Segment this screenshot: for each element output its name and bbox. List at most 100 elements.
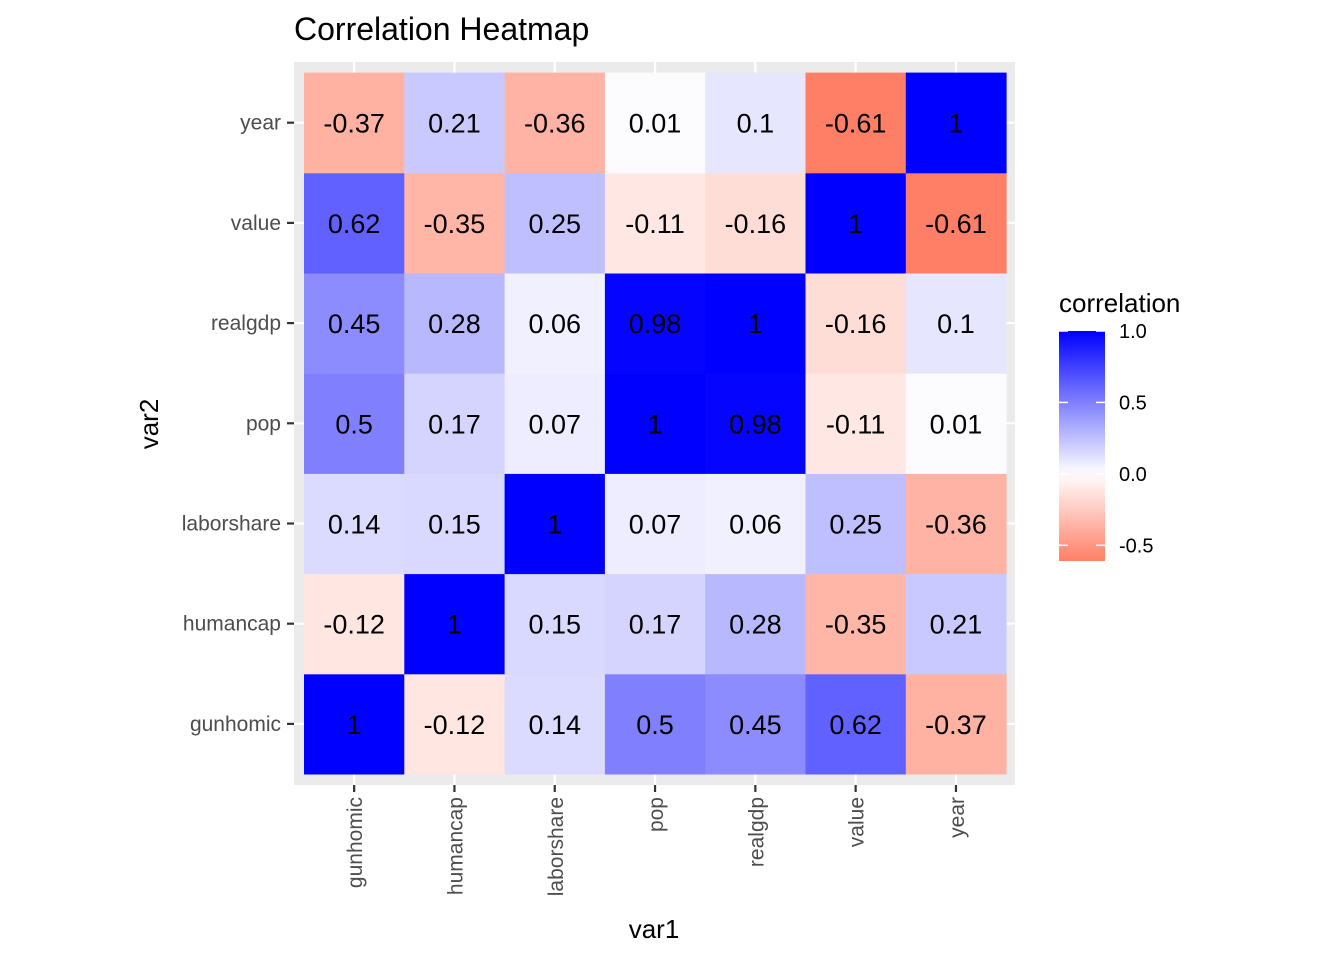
heatmap-cell-gunhomic-value bbox=[805, 673, 907, 775]
cell-value-label: -0.35 bbox=[825, 610, 887, 640]
heatmap-cell-gunhomic-humancap bbox=[404, 673, 506, 775]
cell-value-label: 0.15 bbox=[528, 610, 581, 640]
cell-value-label: 0.1 bbox=[737, 109, 775, 139]
heatmap-cell-year-gunhomic bbox=[304, 72, 405, 174]
cell-value-label: -0.61 bbox=[925, 209, 987, 239]
legend-tick-label: 0.5 bbox=[1119, 392, 1147, 414]
heatmap-cell-value-gunhomic bbox=[304, 172, 405, 274]
cell-value-label: -0.12 bbox=[323, 610, 385, 640]
heatmap-cell-realgdp-year bbox=[905, 273, 1007, 374]
heatmap-cell-value-laborshare bbox=[504, 172, 606, 274]
cell-value-label: 0.45 bbox=[729, 710, 782, 740]
heatmap-cell-value-year bbox=[905, 172, 1007, 274]
cell-value-label: 0.06 bbox=[729, 510, 782, 540]
heatmap-cell-gunhomic-laborshare bbox=[504, 673, 606, 775]
cell-value-label: 0.25 bbox=[829, 510, 882, 540]
heatmap-cell-laborshare-value bbox=[805, 473, 907, 575]
heatmap-cell-realgdp-value bbox=[805, 273, 907, 374]
cell-value-label: -0.36 bbox=[925, 510, 987, 540]
cell-value-label: 0.14 bbox=[328, 510, 381, 540]
cell-value-label: -0.11 bbox=[826, 409, 886, 439]
heatmap-cell-year-pop bbox=[604, 72, 706, 174]
x-tick-label: year bbox=[946, 797, 969, 838]
heatmap-cell-realgdp-gunhomic bbox=[304, 273, 405, 374]
cell-value-label: 1 bbox=[748, 309, 763, 339]
y-axis-title: var2 bbox=[134, 399, 164, 450]
x-axis-title: var1 bbox=[629, 914, 680, 944]
heatmap-cell-year-laborshare bbox=[504, 72, 606, 174]
x-axis: gunhomic humancap laborshare pop realgdp valu… bbox=[344, 785, 969, 896]
cell-value-label: 0.21 bbox=[428, 109, 481, 139]
heatmap-cell-realgdp-humancap bbox=[404, 273, 506, 374]
cell-value-label: 0.45 bbox=[328, 309, 381, 339]
cell-value-label: 0.07 bbox=[629, 510, 682, 540]
y-axis: gunhomic humancap laborshare pop realgdp valu… bbox=[182, 112, 294, 736]
y-tick-label: humancap bbox=[183, 613, 281, 636]
x-tick-label: laborshare bbox=[545, 797, 568, 896]
cell-value-label: 0.25 bbox=[528, 209, 581, 239]
y-tick-label: gunhomic bbox=[190, 713, 281, 736]
cell-value-label: 1 bbox=[948, 109, 963, 139]
heatmap-cell-humancap-humancap bbox=[404, 573, 506, 675]
legend-title: correlation bbox=[1059, 288, 1180, 318]
x-tick-label: pop bbox=[645, 797, 668, 832]
heatmap-cell-realgdp-realgdp bbox=[705, 273, 806, 374]
legend-tick-label: -0.5 bbox=[1119, 535, 1153, 557]
legend-tick-label: 0.0 bbox=[1119, 464, 1147, 486]
x-tick-label: gunhomic bbox=[344, 797, 367, 888]
y-tick-label: pop bbox=[246, 412, 281, 435]
cell-value-label: -0.35 bbox=[424, 209, 486, 239]
cell-value-label: 0.15 bbox=[428, 510, 481, 540]
heatmap-cell-value-humancap bbox=[404, 172, 506, 274]
cell-value-label: -0.37 bbox=[925, 710, 987, 740]
legend: correlation 1.0 0.5 0.0 -0.5 bbox=[1059, 288, 1180, 561]
cell-value-label: -0.12 bbox=[424, 710, 486, 740]
chart-title: Correlation Heatmap bbox=[294, 11, 589, 47]
heatmap-cell-pop-year bbox=[905, 373, 1007, 474]
heatmap-cell-gunhomic-year bbox=[905, 673, 1007, 775]
cell-value-label: 0.17 bbox=[428, 409, 481, 439]
heatmap-cell-laborshare-laborshare bbox=[504, 473, 606, 575]
heatmap-cell-gunhomic-pop bbox=[604, 673, 706, 775]
heatmap-cell-laborshare-humancap bbox=[404, 473, 506, 575]
legend-ticks: 1.0 0.5 0.0 -0.5 bbox=[1059, 321, 1153, 557]
heatmap-cell-realgdp-pop bbox=[604, 273, 706, 374]
cell-value-label: 0.5 bbox=[636, 710, 674, 740]
heatmap-cell-pop-value bbox=[805, 373, 907, 474]
cell-value-label: 0.14 bbox=[528, 710, 581, 740]
cell-value-label: -0.16 bbox=[825, 309, 887, 339]
cell-value-label: -0.61 bbox=[825, 109, 887, 139]
cell-value-label: 0.98 bbox=[729, 409, 782, 439]
heatmap-cell-year-year bbox=[905, 72, 1007, 174]
heatmap-cell-realgdp-laborshare bbox=[504, 273, 606, 374]
heatmap-cell-humancap-laborshare bbox=[504, 573, 606, 675]
heatmap-cell-year-value bbox=[805, 72, 907, 174]
x-tick-label: value bbox=[846, 797, 869, 847]
heatmap-cell-laborshare-year bbox=[905, 473, 1007, 575]
cell-value-label: 0.21 bbox=[930, 610, 983, 640]
cell-value-label: 0.62 bbox=[829, 710, 882, 740]
heatmap-cell-value-realgdp bbox=[705, 172, 806, 274]
cell-value-label: -0.16 bbox=[725, 209, 787, 239]
cell-value-label: 1 bbox=[347, 710, 362, 740]
x-tick-label: humancap bbox=[444, 797, 467, 895]
cell-value-label: 0.01 bbox=[930, 409, 983, 439]
cell-value-label: -0.36 bbox=[524, 109, 586, 139]
heatmap-cell-pop-pop bbox=[604, 373, 706, 474]
heatmap-cell-humancap-realgdp bbox=[705, 573, 806, 675]
heatmap-cell-value-value bbox=[805, 172, 907, 274]
cell-value-label: 0.06 bbox=[528, 309, 581, 339]
y-tick-label: year bbox=[240, 112, 281, 135]
heatmap-cell-year-humancap bbox=[404, 72, 506, 174]
cell-value-label: 0.28 bbox=[729, 610, 782, 640]
heatmap-cell-humancap-year bbox=[905, 573, 1007, 675]
heatmap-cell-pop-realgdp bbox=[705, 373, 806, 474]
heatmap-cells bbox=[304, 72, 1007, 775]
heatmap-cell-gunhomic-realgdp bbox=[705, 673, 806, 775]
cell-value-label: 1 bbox=[447, 610, 462, 640]
heatmap-cell-labels: 1 -0.12 0.14 0.5 0.45 0.62 -0.37 -0.12 1 0.15 0.17… bbox=[323, 109, 986, 740]
legend-tick-label: 1.0 bbox=[1119, 321, 1147, 343]
heatmap-cell-laborshare-realgdp bbox=[705, 473, 806, 575]
